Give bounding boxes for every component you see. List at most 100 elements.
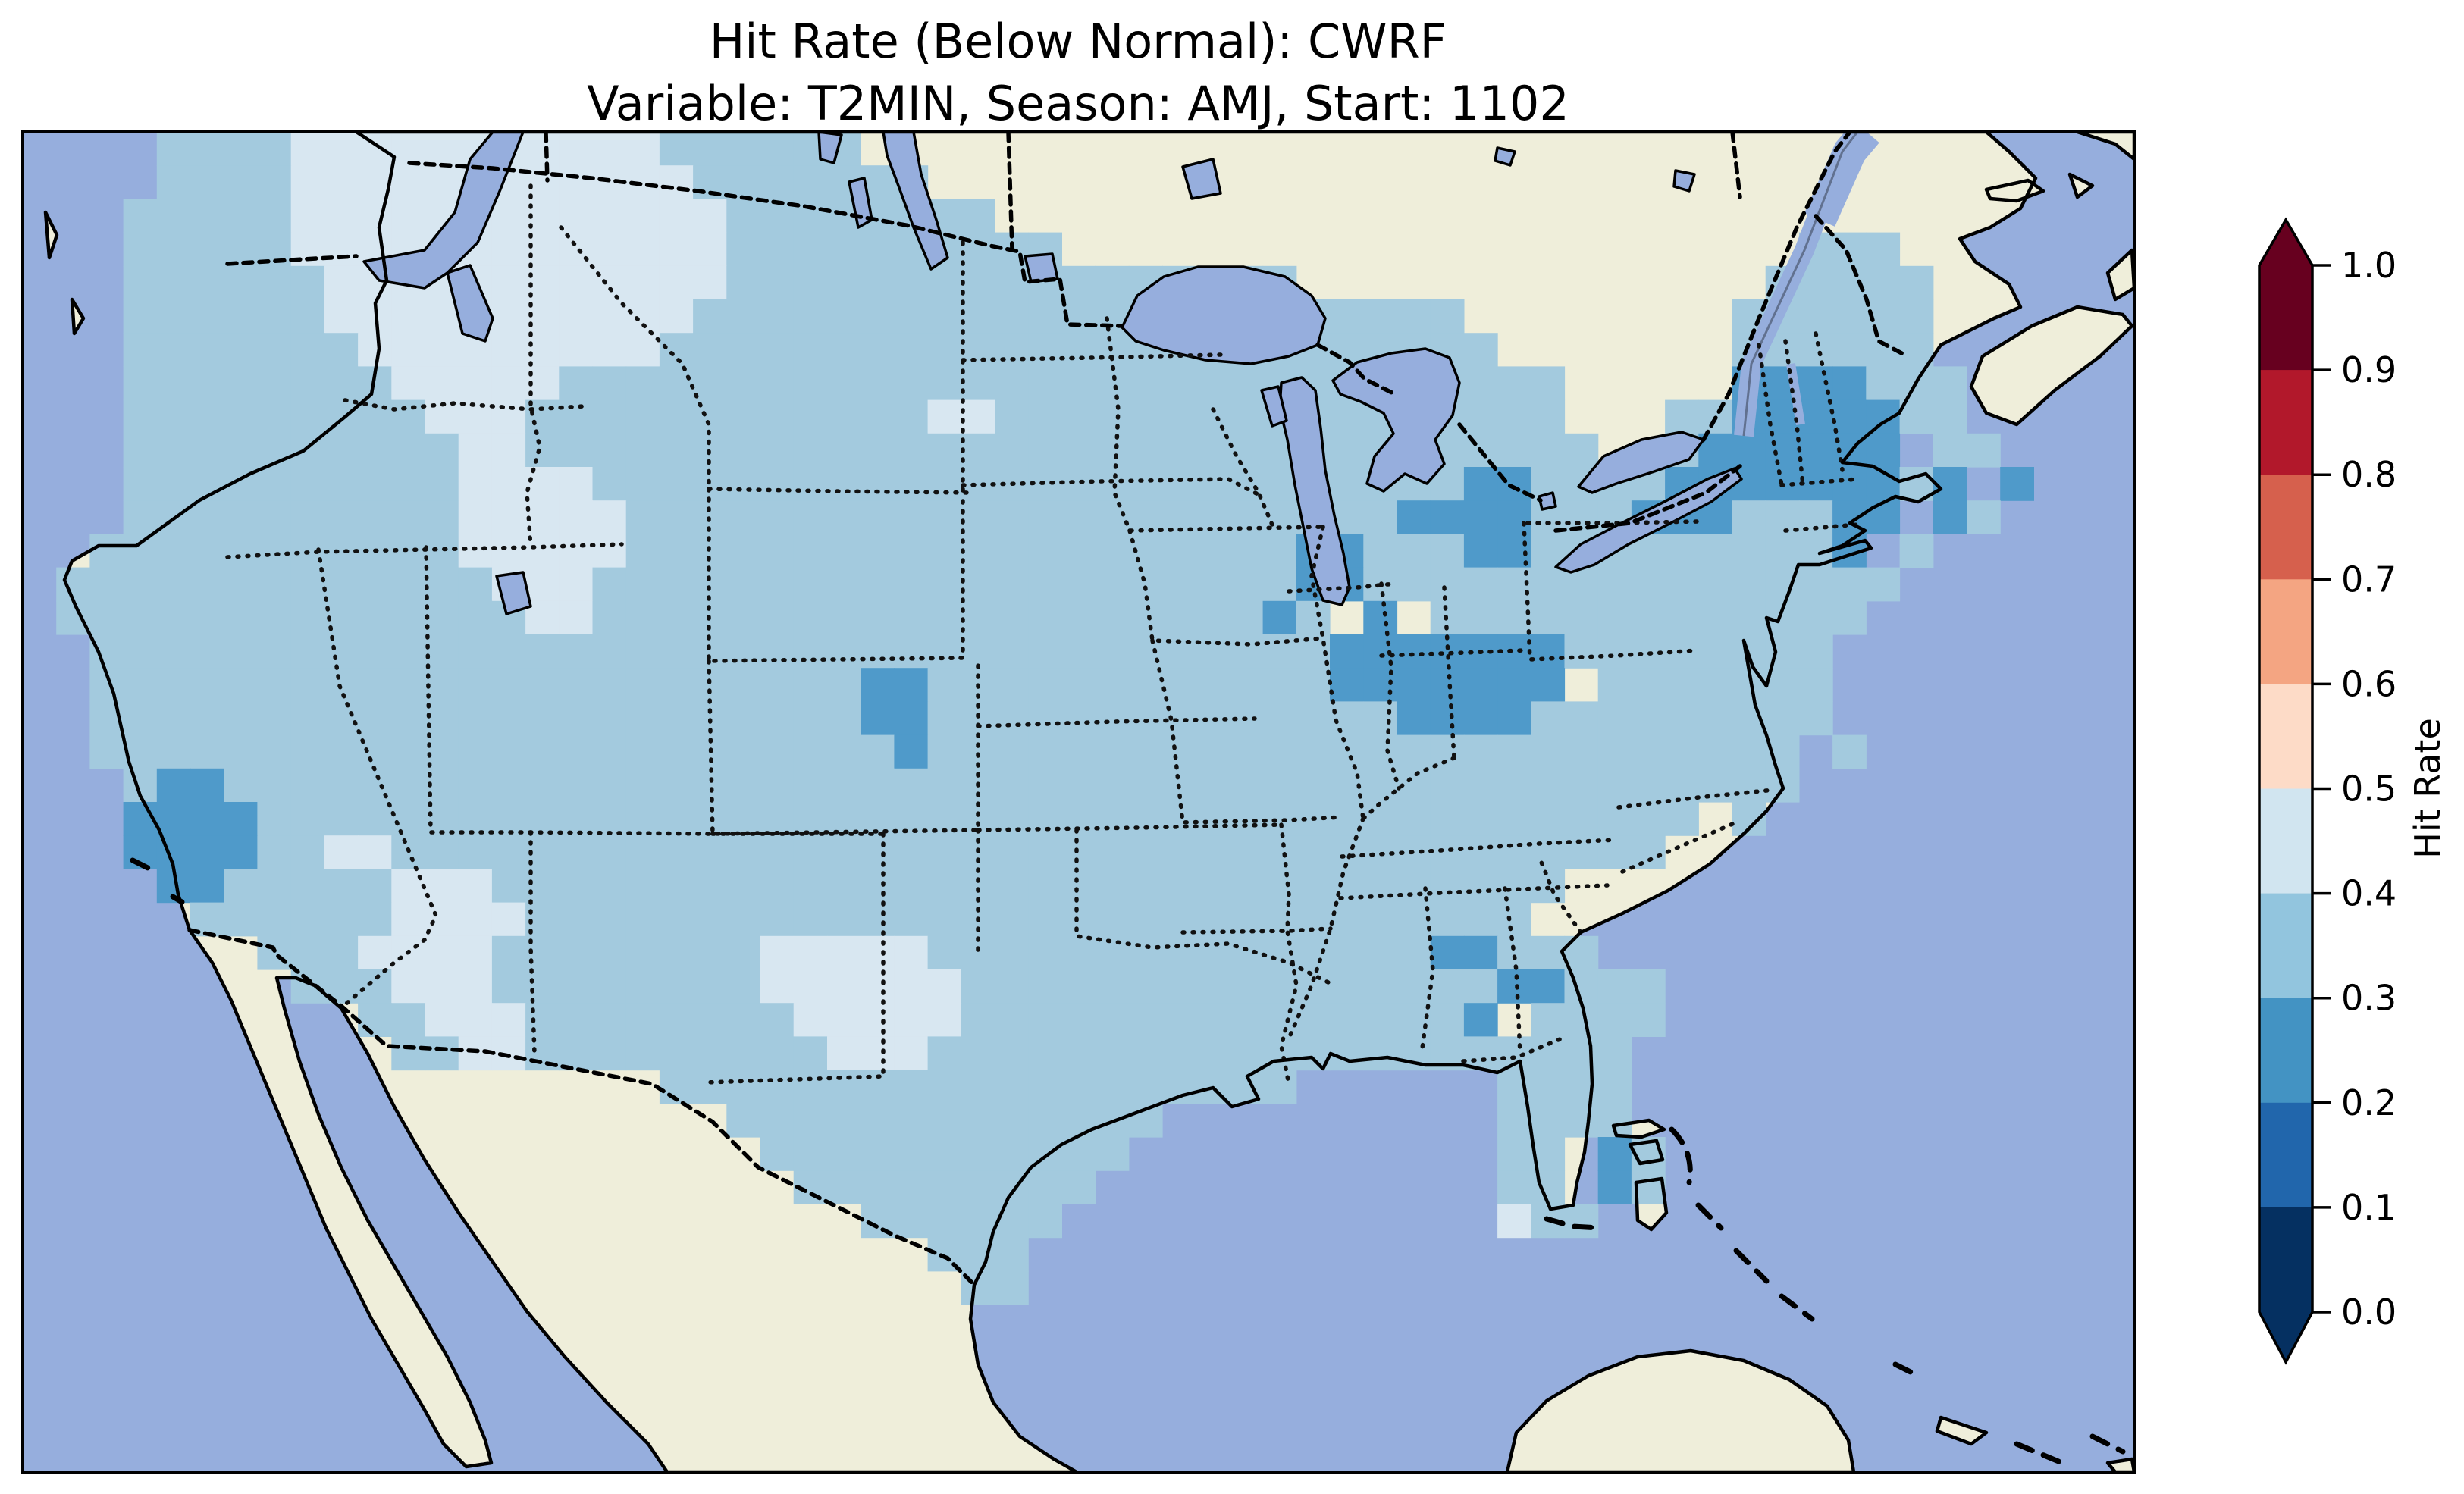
- grid-cell: [1531, 433, 1566, 468]
- grid-cell: [1698, 668, 1733, 702]
- grid-cell: [1095, 600, 1130, 635]
- grid-cell: [425, 433, 459, 468]
- grid-cell: [156, 768, 191, 803]
- grid-cell: [1497, 869, 1531, 904]
- grid-cell: [156, 199, 191, 233]
- grid-cell: [1564, 1036, 1599, 1071]
- grid-cell: [257, 935, 292, 970]
- grid-cell: [1330, 734, 1364, 769]
- grid-cell: [425, 969, 459, 1004]
- grid-cell: [290, 634, 325, 669]
- grid-cell: [1296, 701, 1331, 736]
- grid-cell: [861, 869, 895, 904]
- grid-cell: [156, 534, 191, 568]
- grid-cell: [1698, 534, 1733, 568]
- grid-cell: [190, 132, 224, 166]
- grid-cell: [1597, 802, 1632, 836]
- grid-cell: [793, 869, 828, 904]
- grid-cell: [827, 1036, 861, 1071]
- grid-cell: [1531, 366, 1566, 401]
- grid-cell: [927, 265, 962, 300]
- colorbar-tick-label: 0.0: [2341, 1292, 2397, 1333]
- grid-cell: [190, 500, 224, 534]
- grid-cell: [224, 265, 258, 300]
- grid-cell: [760, 467, 795, 501]
- grid-cell: [625, 433, 660, 468]
- grid-cell: [592, 1003, 627, 1037]
- grid-cell: [123, 265, 158, 300]
- grid-cell: [793, 701, 828, 736]
- grid-cell: [224, 500, 258, 534]
- grid-cell: [693, 299, 727, 334]
- grid-cell: [559, 869, 594, 904]
- grid-cell: [425, 1003, 459, 1037]
- grid-cell: [592, 299, 627, 334]
- grid-cell: [190, 433, 224, 468]
- grid-cell: [1397, 701, 1431, 736]
- grid-cell: [726, 835, 761, 869]
- grid-cell: [625, 701, 660, 736]
- grid-cell: [156, 333, 191, 367]
- grid-cell: [1531, 1103, 1566, 1138]
- grid-cell: [1162, 734, 1196, 769]
- grid-cell: [625, 265, 660, 300]
- colorbar-segment: [2259, 893, 2312, 999]
- grid-cell: [1028, 1070, 1062, 1104]
- grid-cell: [156, 132, 191, 166]
- grid-cell: [1463, 734, 1498, 769]
- grid-cell: [559, 199, 594, 233]
- grid-cell: [224, 199, 258, 233]
- lake-ontario-small: [1494, 146, 1516, 167]
- grid-cell: [1229, 935, 1264, 970]
- grid-cell: [726, 1103, 761, 1138]
- grid-cell: [257, 399, 292, 434]
- grid-cell: [1497, 802, 1531, 836]
- grid-cell: [123, 668, 158, 702]
- grid-cell: [257, 869, 292, 904]
- grid-cell: [1330, 668, 1364, 702]
- grid-cell: [1128, 869, 1163, 904]
- grid-cell: [827, 1103, 861, 1138]
- grid-cell: [425, 366, 459, 401]
- grid-cell: [1531, 734, 1566, 769]
- grid-cell: [861, 366, 895, 401]
- grid-cell: [391, 701, 426, 736]
- grid-cell: [894, 701, 929, 736]
- grid-cell: [592, 802, 627, 836]
- grid-cell: [1463, 802, 1498, 836]
- grid-cell: [625, 634, 660, 669]
- grid-cell: [659, 433, 694, 468]
- grid-cell: [1497, 1204, 1531, 1239]
- grid-cell: [491, 366, 526, 401]
- grid-cell: [793, 768, 828, 803]
- grid-cell: [861, 902, 895, 937]
- grid-cell: [961, 969, 995, 1004]
- grid-cell: [1061, 534, 1096, 568]
- grid-cell: [1665, 534, 1699, 568]
- grid-cell: [659, 1036, 694, 1071]
- grid-cell: [391, 768, 426, 803]
- grid-cell: [927, 835, 962, 869]
- grid-cell: [1196, 835, 1230, 869]
- grid-cell: [123, 333, 158, 367]
- grid-cell: [625, 1003, 660, 1037]
- lake-winnipeg: [882, 132, 949, 271]
- grid-cell: [358, 500, 392, 534]
- grid-cell: [458, 734, 493, 769]
- grid-cell: [491, 969, 526, 1004]
- grid-cell: [324, 265, 359, 300]
- grid-cell: [1497, 835, 1531, 869]
- grid-cell: [1296, 734, 1331, 769]
- grid-cell: [1866, 232, 1901, 267]
- grid-cell: [894, 500, 929, 534]
- grid-cell: [827, 634, 861, 669]
- grid-cell: [726, 1070, 761, 1104]
- grid-cell: [693, 835, 727, 869]
- grid-cell: [659, 869, 694, 904]
- state-borders: [225, 183, 1860, 1086]
- grid-cell: [1028, 534, 1062, 568]
- grid-cell: [324, 734, 359, 769]
- grid-cell: [358, 668, 392, 702]
- grid-cell: [190, 567, 224, 602]
- grid-cell: [290, 567, 325, 602]
